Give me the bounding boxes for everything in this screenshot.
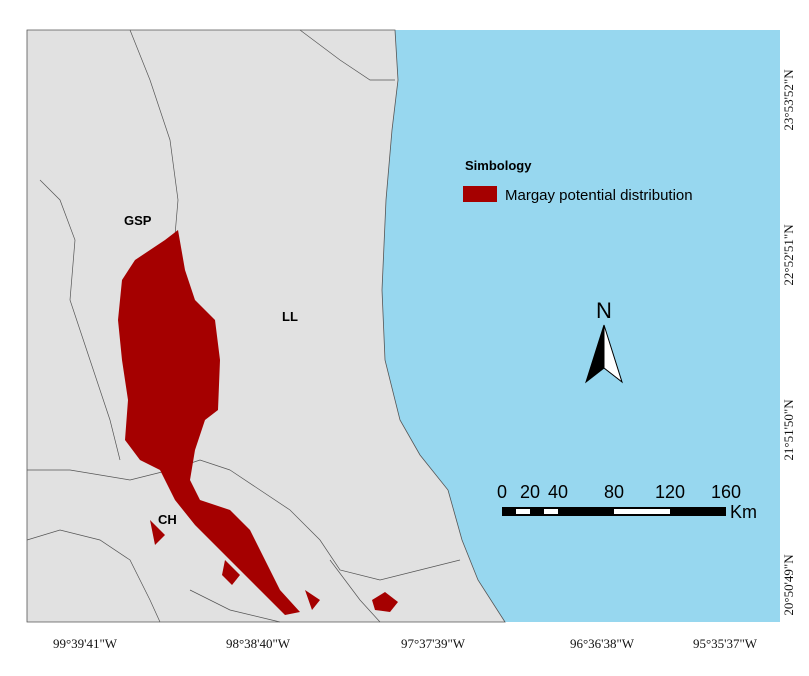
latitude-label: 22°52'51"N — [781, 224, 796, 286]
scale-label: 160 — [711, 482, 741, 502]
legend-entry: Margay potential distribution — [505, 187, 693, 204]
scale-label: 20 — [520, 482, 540, 502]
scale-unit: Km — [730, 502, 757, 522]
region-label: GSP — [124, 213, 152, 228]
margay-distribution — [118, 230, 398, 615]
longitude-label: 99°39'41"W — [53, 636, 118, 651]
longitude-label: 97°37'39"W — [401, 636, 466, 651]
legend-title: Simbology — [465, 158, 532, 173]
scale-label: 80 — [604, 482, 624, 502]
region-label: CH — [158, 512, 177, 527]
legend-swatch — [463, 186, 497, 202]
scale-label: 40 — [548, 482, 568, 502]
scale-segment — [544, 509, 558, 514]
scale-label: 0 — [497, 482, 507, 502]
scale-segment — [614, 509, 670, 514]
north-arrow — [585, 324, 605, 384]
latitude-label: 23°53'52"N — [781, 69, 796, 131]
region-label: LL — [282, 309, 298, 324]
land — [26, 29, 506, 623]
borders — [26, 29, 461, 623]
north-label: N — [596, 298, 612, 323]
scale-segment — [516, 509, 530, 514]
latitude-label: 20°50'49"N — [781, 554, 796, 616]
longitude-label: 98°38'40"W — [226, 636, 291, 651]
longitude-label: 95°35'37"W — [693, 636, 758, 651]
scale-label: 120 — [655, 482, 685, 502]
longitude-label: 96°36'38"W — [570, 636, 635, 651]
latitude-label: 21°51'50"N — [781, 399, 796, 461]
coordinates: 99°39'41"W 98°38'40"W 97°37'39"W 96°36'38"W… — [53, 69, 796, 651]
